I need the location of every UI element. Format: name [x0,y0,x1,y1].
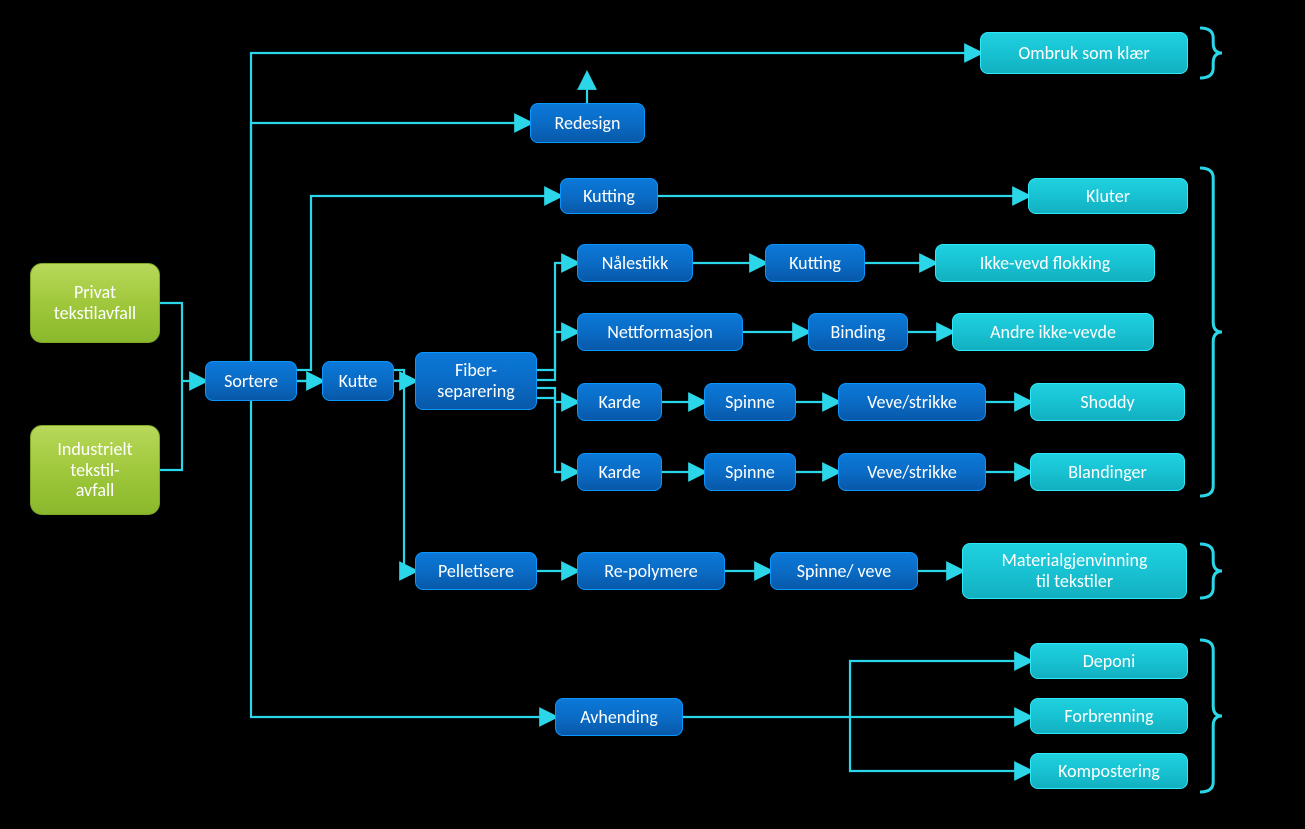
connector [251,123,530,361]
node-kutte: Kutte [322,361,394,401]
connector [297,196,560,370]
brace [1200,544,1222,598]
node-fiber: Fiber-separering [415,352,537,410]
node-ikkevevd: Ikke-vevd flokking [935,244,1155,282]
node-veve1: Veve/strikke [838,383,986,421]
node-repolymere: Re-polymere [577,552,725,590]
connector [160,303,182,381]
connector [537,332,577,380]
node-kompostering: Kompostering [1030,753,1188,789]
node-andre: Andre ikke-vevde [952,313,1154,351]
connector [537,263,577,370]
node-binding: Binding [808,313,908,351]
connector [394,370,415,571]
connector [537,388,577,402]
node-deponi: Deponi [1030,643,1188,679]
node-ombruk: Ombruk som klær [980,32,1188,74]
node-kutting2: Kutting [765,244,865,282]
connector [160,381,182,470]
node-shoddy: Shoddy [1030,383,1185,421]
node-sortere: Sortere [205,361,297,401]
connector [537,398,577,472]
connector [850,661,1030,717]
node-privat: Privattekstilavfall [30,263,160,343]
node-pelletisere: Pelletisere [415,552,537,590]
brace [1200,28,1222,78]
node-nalestikk: Nålestikk [577,244,693,282]
node-spinneveve: Spinne/ veve [770,552,918,590]
node-forbrenning: Forbrenning [1030,698,1188,734]
brace [1200,640,1222,792]
node-veve2: Veve/strikke [838,453,986,491]
node-nettform: Nettformasjon [577,313,743,351]
diagram-canvas: Privattekstilavfall Industrielttekstil-av… [0,0,1305,829]
node-spinne2: Spinne [704,453,796,491]
brace [1200,168,1222,496]
node-kutting1: Kutting [560,178,658,214]
node-industrielt: Industrielttekstil-avfall [30,425,160,515]
node-spinne1: Spinne [704,383,796,421]
connector [850,717,1030,771]
node-avhending: Avhending [555,698,683,736]
node-material: Materialgjenvinningtil tekstiler [962,543,1187,599]
node-karde1: Karde [577,383,662,421]
node-kluter: Kluter [1028,178,1188,214]
node-redesign: Redesign [530,103,645,143]
node-blandinger: Blandinger [1030,453,1185,491]
node-karde2: Karde [577,453,662,491]
